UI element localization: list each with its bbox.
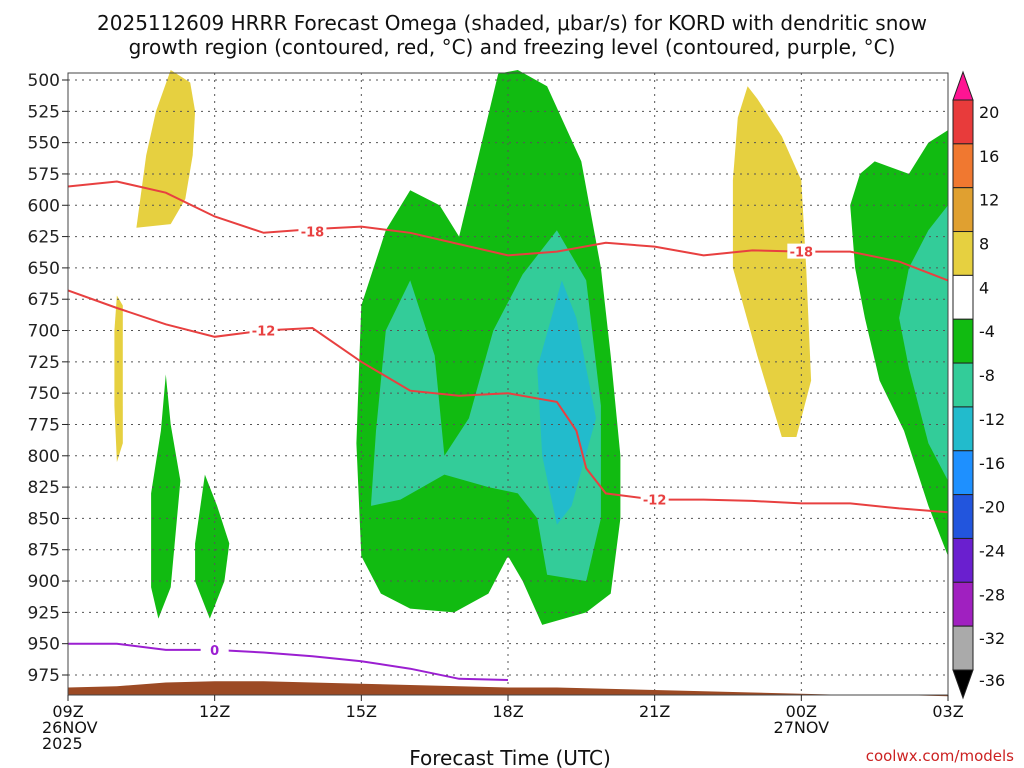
dgz-minus12-label-bg	[640, 491, 669, 507]
omega-region-2	[732, 86, 812, 438]
colorbar-label: -20	[979, 498, 1005, 517]
colorbar-label: -32	[979, 629, 1005, 648]
colorbar-label: -12	[979, 410, 1005, 429]
y-tick-label: 850	[28, 509, 60, 529]
colorbar-label: -8	[979, 366, 995, 385]
omega-region-6	[371, 230, 601, 582]
y-tick-label: 625	[28, 228, 60, 248]
x-tick-label: 09Z	[52, 702, 83, 721]
colorbar-segment	[952, 625, 974, 671]
colorbar-label: 12	[979, 191, 999, 210]
x-tick-label: 00Z	[786, 702, 817, 721]
x-axis-label: Forecast Time (UTC)	[409, 746, 611, 768]
x-tick-label: 27NOV	[774, 718, 830, 737]
y-tick-label: 575	[28, 165, 60, 185]
y-tick-label: 600	[28, 196, 60, 216]
colorbar-segment	[952, 406, 974, 452]
terrain-fill	[68, 681, 948, 697]
y-tick-label: 650	[28, 259, 60, 279]
y-tick-label: 975	[28, 666, 60, 686]
x-tick-label: 18Z	[492, 702, 523, 721]
dgz-minus18-label-bg	[298, 223, 327, 239]
dgz-minus12-label: -12	[252, 325, 276, 340]
dgz-minus12-label-bg	[249, 322, 278, 338]
colorbar-segment	[952, 581, 974, 627]
dgz-minus18-label: -18	[790, 246, 814, 261]
colorbar-label: 16	[979, 147, 999, 166]
colorbar-label: -16	[979, 454, 1005, 473]
colorbar-segment	[952, 362, 974, 408]
dgz-minus12-label: -12	[643, 494, 667, 509]
x-tick-label: 2025	[42, 734, 83, 753]
colorbar-bottom-arrow	[952, 669, 974, 700]
colorbar-label: -24	[979, 541, 1005, 560]
y-tick-label: 525	[28, 102, 60, 122]
colorbar-segment	[952, 494, 974, 539]
colorbar-segment	[952, 537, 974, 583]
chart-title-line-1: 2025112609 HRRR Forecast Omega (shaded, …	[97, 11, 927, 35]
y-tick-label: 875	[28, 541, 60, 561]
colorbar-segment	[952, 143, 974, 189]
omega-region-9	[899, 205, 948, 481]
x-tick-label: 03Z	[932, 702, 963, 721]
freezing-level-label-bg	[200, 641, 229, 657]
omega-region-1	[114, 295, 123, 463]
dgz-minus18-label: -18	[301, 226, 325, 241]
colorbar-label: -4	[979, 322, 995, 341]
omega-region-7	[537, 280, 596, 525]
y-axis-ticks: 500 525 550 575 600 625 650 675 700 725 750 775 800 8…	[28, 71, 68, 686]
y-tick-label: 775	[28, 415, 60, 435]
y-tick-label: 950	[28, 635, 60, 655]
dgz-minus18-label-bg	[787, 243, 816, 259]
y-tick-label: 900	[28, 572, 60, 592]
y-tick-label: 725	[28, 353, 60, 373]
colorbar-segment	[952, 187, 974, 233]
colorbar-segment	[952, 274, 974, 320]
omega-shading	[114, 70, 948, 625]
y-tick-label: 675	[28, 290, 60, 310]
x-tick-label: 26NOV	[42, 718, 98, 737]
y-tick-label: 550	[28, 134, 60, 154]
y-tick-label: 700	[28, 322, 60, 342]
colorbar-top-arrow	[952, 70, 974, 101]
colorbar-label: -36	[979, 671, 1005, 690]
colorbar-label: 20	[979, 103, 999, 122]
y-tick-label: 825	[28, 478, 60, 498]
omega-region-4	[195, 474, 230, 619]
x-tick-label: 21Z	[639, 702, 670, 721]
colorbar-label: 4	[979, 278, 989, 297]
credit-text: coolwx.com/models	[866, 747, 1014, 765]
y-tick-label: 800	[28, 447, 60, 467]
x-tick-label: 15Z	[346, 702, 377, 721]
colorbar-segment	[952, 318, 974, 364]
x-tick-label: 12Z	[199, 702, 230, 721]
terrain	[68, 681, 948, 697]
colorbar-segment	[952, 231, 974, 276]
y-tick-label: 750	[28, 384, 60, 404]
dgz-minus12-line	[67, 289, 949, 514]
omega-region-3	[151, 374, 181, 619]
temperature-contours: -18 -18 -12 -12 0	[67, 180, 949, 681]
colorbar-label: -28	[979, 585, 1005, 604]
y-tick-label: 925	[28, 603, 60, 623]
chart-title-line-2: growth region (contoured, red, °C) and f…	[129, 35, 896, 59]
colorbar-segment	[952, 450, 974, 496]
freezing-level-line	[68, 642, 509, 681]
freezing-level-label: 0	[210, 644, 219, 659]
colorbar-segment	[952, 99, 974, 145]
y-tick-label: 500	[28, 71, 60, 91]
chart-title: 2025112609 HRRR Forecast Omega (shaded, …	[97, 11, 927, 59]
colorbar: 20 16 12 8 4 -4 -8 -12 -16 -20 -24 -28 -32 -36	[952, 70, 1005, 700]
colorbar-label: 8	[979, 235, 989, 254]
